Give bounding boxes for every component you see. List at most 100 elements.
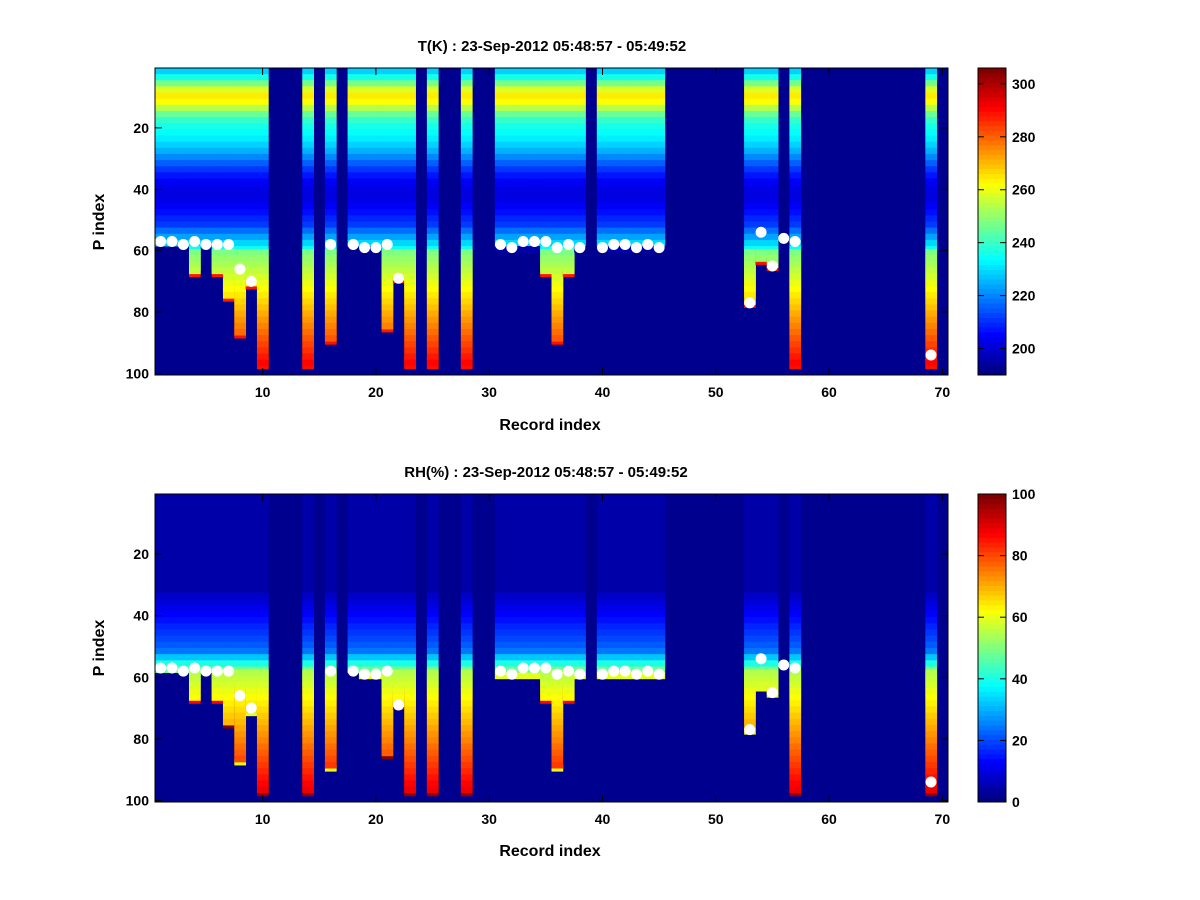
heatmap-cell — [211, 518, 224, 526]
heatmap-cell — [222, 580, 235, 587]
heatmap-cell — [392, 623, 405, 630]
heatmap-cell — [177, 623, 190, 630]
heatmap-cell — [200, 604, 213, 612]
heatmap-cell — [245, 524, 258, 532]
heatmap-cell — [404, 129, 416, 136]
heatmap-cell — [755, 629, 768, 637]
heatmap-cell — [392, 147, 405, 155]
heatmap-cell — [608, 530, 620, 538]
heatmap-cell — [766, 586, 779, 593]
heatmap-cell — [381, 706, 394, 714]
heatmap-cell — [211, 512, 224, 520]
heatmap-cell — [155, 623, 167, 630]
heatmap-cell — [234, 147, 247, 155]
heatmap-cell — [744, 104, 756, 112]
heatmap-cell — [562, 654, 575, 661]
heatmap-cell — [222, 549, 235, 556]
heatmap-cell — [358, 530, 371, 538]
heatmap-cell — [245, 694, 258, 701]
heatmap-cell — [302, 178, 314, 186]
heatmap-cell — [200, 184, 213, 192]
heatmap-cell — [234, 629, 247, 637]
heatmap-cell — [540, 648, 552, 655]
heatmap-cell — [166, 172, 179, 179]
heatmap-cell — [392, 74, 405, 81]
heatmap-cell — [755, 178, 768, 186]
heatmap-cell — [766, 675, 779, 683]
heatmap-cell — [404, 221, 416, 229]
heatmap-cell — [188, 604, 201, 612]
heatmap-cell — [506, 518, 518, 526]
heatmap-cell — [302, 196, 314, 204]
heatmap-cell — [528, 611, 541, 618]
heatmap-cell — [925, 712, 938, 720]
heatmap-cell — [404, 700, 416, 707]
heatmap-cell — [744, 506, 756, 513]
heatmap-cell — [358, 178, 371, 186]
heatmap-cell — [358, 648, 371, 655]
heatmap-cell — [755, 537, 768, 544]
heatmap-cell — [653, 654, 666, 661]
heatmap-cell — [200, 574, 213, 581]
heatmap-cell — [460, 681, 473, 689]
heatmap-cell — [755, 675, 768, 683]
heatmap-cell — [234, 580, 247, 587]
heatmap-cell — [222, 273, 235, 281]
heatmap-cell — [517, 506, 530, 513]
heatmap-column — [200, 494, 213, 674]
heatmap-cell — [619, 629, 632, 637]
heatmap-cell — [925, 316, 938, 324]
heatmap-cell — [494, 74, 507, 81]
heatmap-cell — [302, 755, 314, 763]
heatmap-cell — [302, 255, 314, 262]
heatmap-cell — [381, 506, 394, 513]
heatmap-cell — [211, 567, 224, 575]
heatmap-cell — [642, 110, 654, 118]
colorbar-segment — [978, 125, 1006, 131]
heatmap-cell — [392, 233, 405, 241]
heatmap-cell — [630, 160, 643, 167]
heatmap-cell — [324, 178, 337, 186]
heatmap-cell — [653, 110, 666, 118]
heatmap-cell — [460, 512, 473, 520]
heatmap-cell — [166, 506, 179, 513]
heatmap-cell — [426, 310, 439, 318]
heatmap-cell — [381, 629, 394, 637]
heatmap-cell — [404, 80, 416, 87]
heatmap-cell — [234, 190, 247, 198]
heatmap-cell — [324, 555, 337, 563]
level-marker — [766, 260, 778, 272]
heatmap-cell — [755, 110, 768, 118]
heatmap-cell — [551, 117, 564, 124]
heatmap-cell — [506, 166, 518, 173]
heatmap-cell — [789, 574, 802, 581]
heatmap-cell — [608, 549, 620, 556]
heatmap-cell — [222, 567, 235, 575]
heatmap-cell — [234, 123, 247, 130]
heatmap-cell — [517, 160, 530, 167]
heatmap-cell — [177, 555, 190, 563]
heatmap-cell — [358, 123, 371, 130]
heatmap-cell — [404, 335, 416, 342]
heatmap-cell — [234, 117, 247, 124]
heatmap-cell — [596, 221, 609, 229]
heatmap-cell — [234, 239, 247, 247]
heatmap-cell — [256, 341, 269, 348]
level-marker — [347, 665, 359, 677]
level-marker — [562, 239, 574, 251]
heatmap-cell — [608, 512, 620, 520]
heatmap-cell — [177, 567, 190, 575]
heatmap-cell — [155, 592, 167, 600]
heatmap-cell — [925, 768, 938, 775]
heatmap-cell — [155, 567, 167, 575]
heatmap-cell — [222, 117, 235, 124]
heatmap-cell — [551, 135, 564, 143]
level-marker — [529, 235, 541, 247]
heatmap-cell — [766, 129, 779, 136]
heatmap-cell — [177, 209, 190, 216]
heatmap-cell — [392, 660, 405, 667]
heatmap-cell — [460, 598, 473, 606]
heatmap-cell — [744, 574, 756, 581]
heatmap-cell — [370, 586, 382, 593]
